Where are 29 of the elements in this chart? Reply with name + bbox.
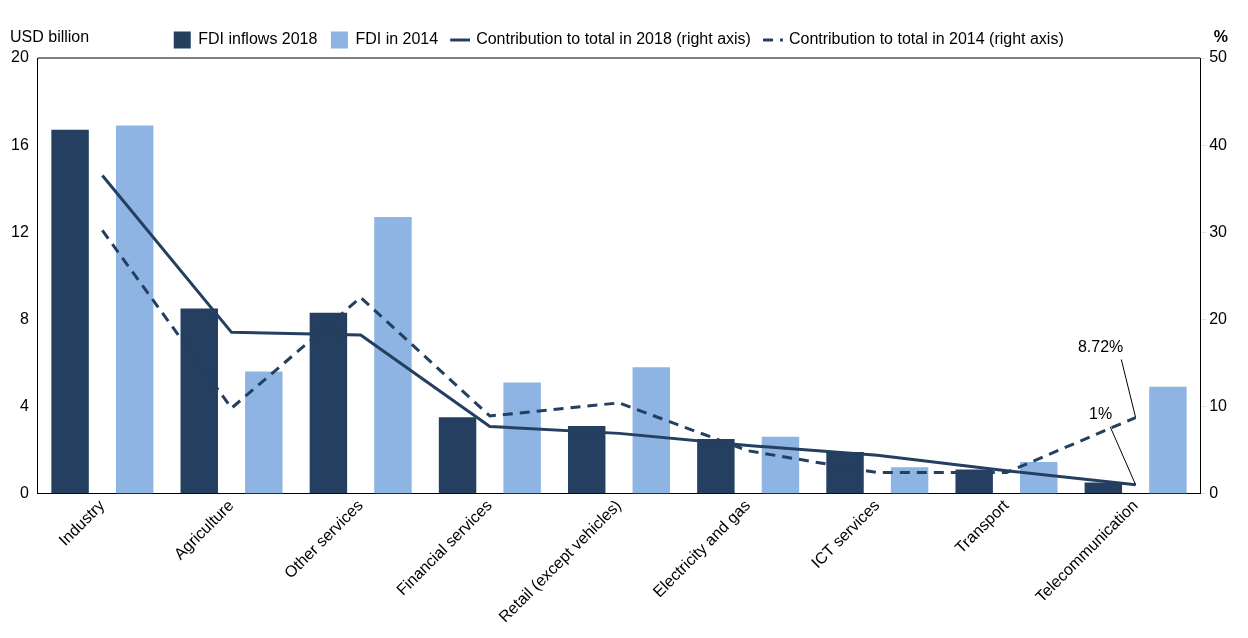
y-tick-label: 8 [19, 309, 29, 327]
bar [1149, 386, 1187, 494]
y2-tick-label: 20 [1209, 309, 1228, 327]
bar [503, 382, 541, 494]
legend-label: Contribution to total in 2018 (right axis) [476, 30, 751, 48]
y2-tick-label: 10 [1209, 396, 1228, 414]
y-axis-title: USD billion [10, 28, 90, 46]
y-tick-label: 0 [19, 483, 29, 501]
bar [632, 367, 671, 494]
bar [245, 371, 283, 494]
y2-tick-label: 30 [1209, 222, 1228, 240]
y2-tick-label: 50 [1209, 48, 1228, 66]
y-tick-label: 4 [19, 396, 29, 414]
y-tick-label: 12 [11, 222, 29, 240]
y-tick-label: 20 [11, 48, 29, 66]
bar [374, 216, 412, 494]
y2-tick-label: 40 [1209, 135, 1228, 153]
legend-label: FDI inflows 2018 [198, 30, 318, 48]
bar [761, 436, 800, 494]
bar [115, 125, 154, 494]
data-label: 8.72% [1077, 337, 1124, 355]
bar [890, 467, 929, 494]
y2-tick-label: 0 [1209, 483, 1219, 501]
y-tick-label: 16 [11, 135, 29, 153]
y2-axis-title: % [1213, 28, 1228, 46]
bar [51, 129, 89, 494]
legend-label: Contribution to total in 2014 (right axis) [788, 30, 1064, 48]
data-label: 1% [1089, 405, 1113, 423]
legend-label: FDI in 2014 [355, 30, 439, 48]
